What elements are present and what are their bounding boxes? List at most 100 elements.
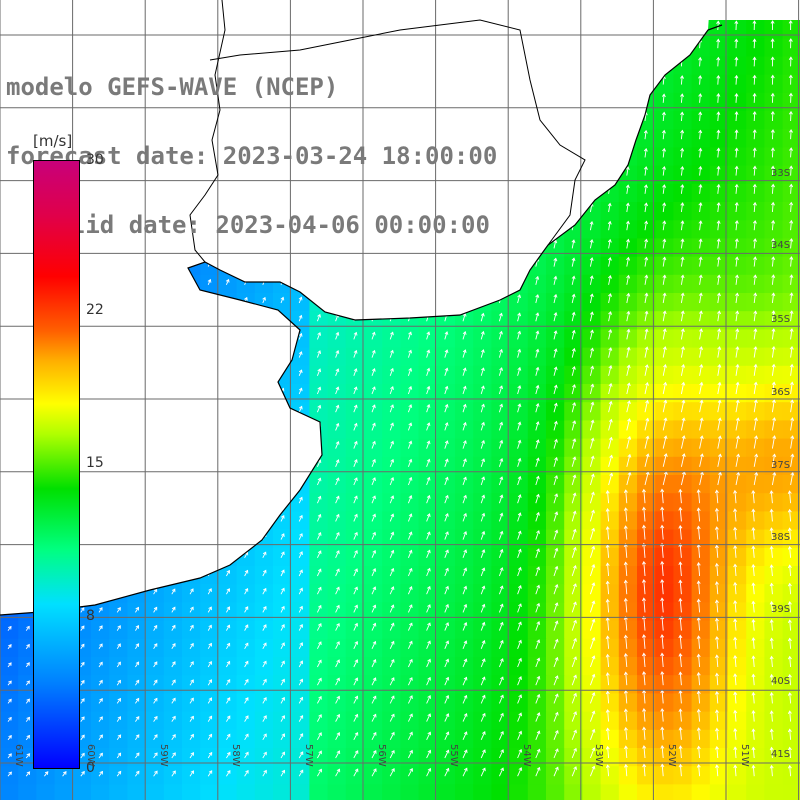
wind-arrow-head [390,404,394,409]
wind-arrow-head [733,489,738,494]
wind-speed-cell [455,711,474,731]
wind-speed-cell [746,311,765,330]
wind-arrow-head [770,92,775,97]
wind-arrow-head [680,202,685,206]
wind-arrow-head [499,421,504,426]
wind-speed-cell [218,784,238,800]
wind-speed-cell [273,293,292,312]
wind-arrow-head [589,293,594,298]
wind-arrow-head [643,184,648,188]
wind-speed-cell [691,784,711,800]
wind-speed-cell [618,675,638,694]
wind-arrow [699,346,702,358]
wind-arrow-head [572,420,577,424]
wind-arrow-head [444,367,449,372]
wind-speed-cell [637,766,656,785]
wind-speed-cell [418,566,438,585]
wind-speed-cell [655,311,674,330]
wind-arrow [790,382,793,395]
wind-arrow-head [535,275,540,280]
wind-arrow-head [716,147,721,152]
wind-speed-cell [91,748,110,767]
wind-speed-cell [618,620,638,640]
wind-arrow-head [753,256,758,260]
wind-speed-cell [746,420,765,440]
wind-arrow-head [716,56,721,61]
wind-speed-cell [491,693,511,713]
wind-speed-cell [728,438,747,458]
wind-speed-cell [436,365,456,385]
wind-arrow-head [790,453,795,458]
wind-speed-cell [509,293,529,312]
wind-arrow [444,386,448,395]
wind-arrow-head [298,332,303,337]
wind-arrow-head [481,349,485,353]
wind-speed-cell [728,293,747,312]
wind-arrow [607,508,610,522]
wind-arrow [407,459,412,467]
wind-speed-cell [582,511,602,531]
wind-arrow [498,349,503,358]
wind-speed-cell [746,638,765,658]
wind-speed-cell [527,311,547,330]
wind-speed-cell [509,784,529,800]
wind-speed-cell [527,420,547,440]
wind-arrow-head [299,496,303,501]
wind-speed-cell [746,293,765,312]
wind-arrow [643,489,646,504]
wind-arrow-head [572,438,577,443]
wind-speed-cell [345,711,365,731]
wind-speed-cell [182,711,201,731]
wind-speed-cell [455,657,474,676]
wind-arrow [389,441,394,449]
wind-arrow [680,400,685,413]
wind-speed-cell [582,620,602,640]
wind-speed-cell [455,748,474,767]
wind-speed-cell [728,256,747,276]
wind-speed-cell [709,38,729,57]
wind-speed-cell [364,729,383,749]
wind-speed-cell [473,620,492,640]
wind-speed-cell [673,329,693,349]
wind-speed-cell [728,693,747,713]
wind-speed-cell [418,475,438,494]
wind-speed-cell [254,711,274,731]
wind-speed-cell [345,547,365,567]
wind-speed-cell [0,711,19,731]
wind-arrow [335,441,339,449]
wind-arrow-head [298,351,303,355]
wind-arrow-head [752,20,757,24]
wind-arrow-head [390,331,394,336]
wind-arrow-head [644,256,649,261]
wind-speed-cell [764,147,784,167]
wind-arrow-head [770,110,775,115]
wind-speed-cell [691,74,711,94]
wind-speed-cell [418,493,438,512]
wind-speed-cell [673,493,693,512]
wind-arrow [626,257,629,267]
wind-speed-cell [782,365,800,385]
wind-speed-cell [728,220,747,239]
wind-speed-cell [364,584,383,603]
wind-speed-cell [673,584,693,603]
wind-speed-cell [473,748,492,767]
wind-arrow [498,331,503,340]
wind-speed-cell [691,529,711,549]
wind-speed-cell [163,584,183,603]
wind-arrow [697,508,701,522]
wind-arrow-head [663,453,668,457]
wind-arrow [608,221,611,231]
wind-speed-cell [709,475,729,494]
wind-arrow [734,509,737,522]
wind-speed-cell [527,657,547,676]
wind-speed-cell [728,56,747,76]
wind-speed-cell [309,329,329,349]
wind-speed-cell [546,293,565,312]
wind-speed-cell [546,511,565,531]
wind-speed-cell [382,602,401,622]
wind-arrow-head [299,514,303,519]
wind-speed-cell [564,584,583,603]
wind-arrow-head [789,183,794,188]
wind-arrow [680,239,684,249]
wind-speed-cell [691,402,711,421]
